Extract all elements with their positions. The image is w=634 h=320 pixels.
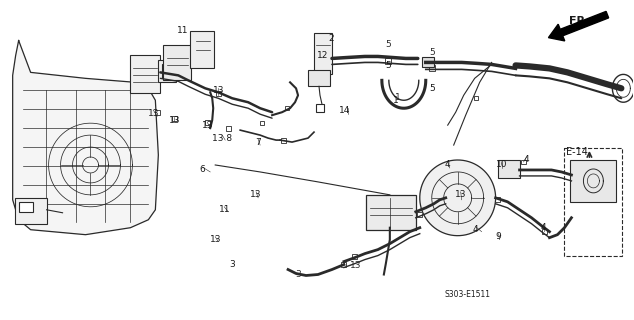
Bar [308, 70, 330, 86]
Bar [131, 55, 160, 93]
Text: 13: 13 [212, 86, 224, 95]
Text: 5: 5 [429, 48, 435, 58]
Bar [260, 121, 264, 125]
Text: 5: 5 [429, 84, 435, 93]
Text: 11: 11 [176, 26, 188, 35]
Bar [417, 212, 422, 217]
Text: 5: 5 [385, 61, 391, 70]
Text: 4: 4 [473, 225, 479, 234]
Text: 9: 9 [496, 232, 501, 241]
Text: 4: 4 [524, 156, 529, 164]
Text: 1: 1 [393, 96, 399, 105]
Bar [422, 58, 434, 68]
Bar [18, 202, 32, 212]
FancyArrow shape [548, 12, 609, 41]
Bar [316, 104, 324, 112]
Text: 13: 13 [455, 190, 467, 199]
Bar [285, 106, 289, 110]
Bar [281, 138, 285, 143]
Bar [564, 148, 623, 256]
Text: 13: 13 [209, 235, 221, 244]
Text: 4: 4 [541, 223, 547, 232]
Text: 5: 5 [385, 41, 391, 50]
Text: 13 8: 13 8 [212, 133, 232, 143]
Text: 13: 13 [202, 121, 213, 130]
Bar [521, 159, 526, 164]
Bar [495, 197, 500, 202]
Text: 7: 7 [256, 138, 261, 147]
Text: 3: 3 [295, 270, 301, 279]
Bar [190, 31, 214, 68]
Text: 11: 11 [219, 205, 230, 214]
Bar [445, 170, 450, 174]
Bar [158, 60, 176, 82]
Bar [226, 126, 231, 131]
Bar [571, 160, 616, 202]
Bar [445, 165, 450, 171]
Text: 6: 6 [199, 165, 205, 174]
Bar [172, 116, 177, 121]
Text: 3: 3 [230, 260, 235, 269]
Bar [366, 195, 416, 230]
Text: 13: 13 [169, 116, 180, 125]
Bar [314, 33, 332, 74]
Text: 13: 13 [148, 109, 159, 118]
Polygon shape [13, 41, 158, 235]
Bar [429, 65, 435, 71]
Text: 13: 13 [350, 260, 361, 269]
Text: 14: 14 [339, 106, 351, 115]
Text: E-14: E-14 [567, 147, 588, 157]
Bar [164, 45, 191, 80]
Text: 1: 1 [395, 93, 401, 102]
Bar [15, 198, 46, 224]
Bar [342, 262, 346, 267]
Text: FR.: FR. [569, 16, 590, 26]
Bar [162, 64, 172, 78]
Text: 10: 10 [496, 160, 507, 170]
Polygon shape [420, 160, 496, 236]
Bar [205, 120, 210, 125]
Bar [155, 110, 160, 115]
Text: 2: 2 [328, 34, 333, 43]
Bar [474, 96, 477, 100]
Text: 13: 13 [250, 190, 262, 199]
Bar [542, 229, 547, 234]
Text: 12: 12 [317, 51, 328, 60]
Bar [353, 254, 358, 259]
Text: 4: 4 [445, 160, 451, 170]
Text: S303-E1511: S303-E1511 [444, 290, 491, 299]
Bar [385, 59, 391, 64]
Bar [498, 160, 519, 178]
Bar [216, 91, 221, 96]
